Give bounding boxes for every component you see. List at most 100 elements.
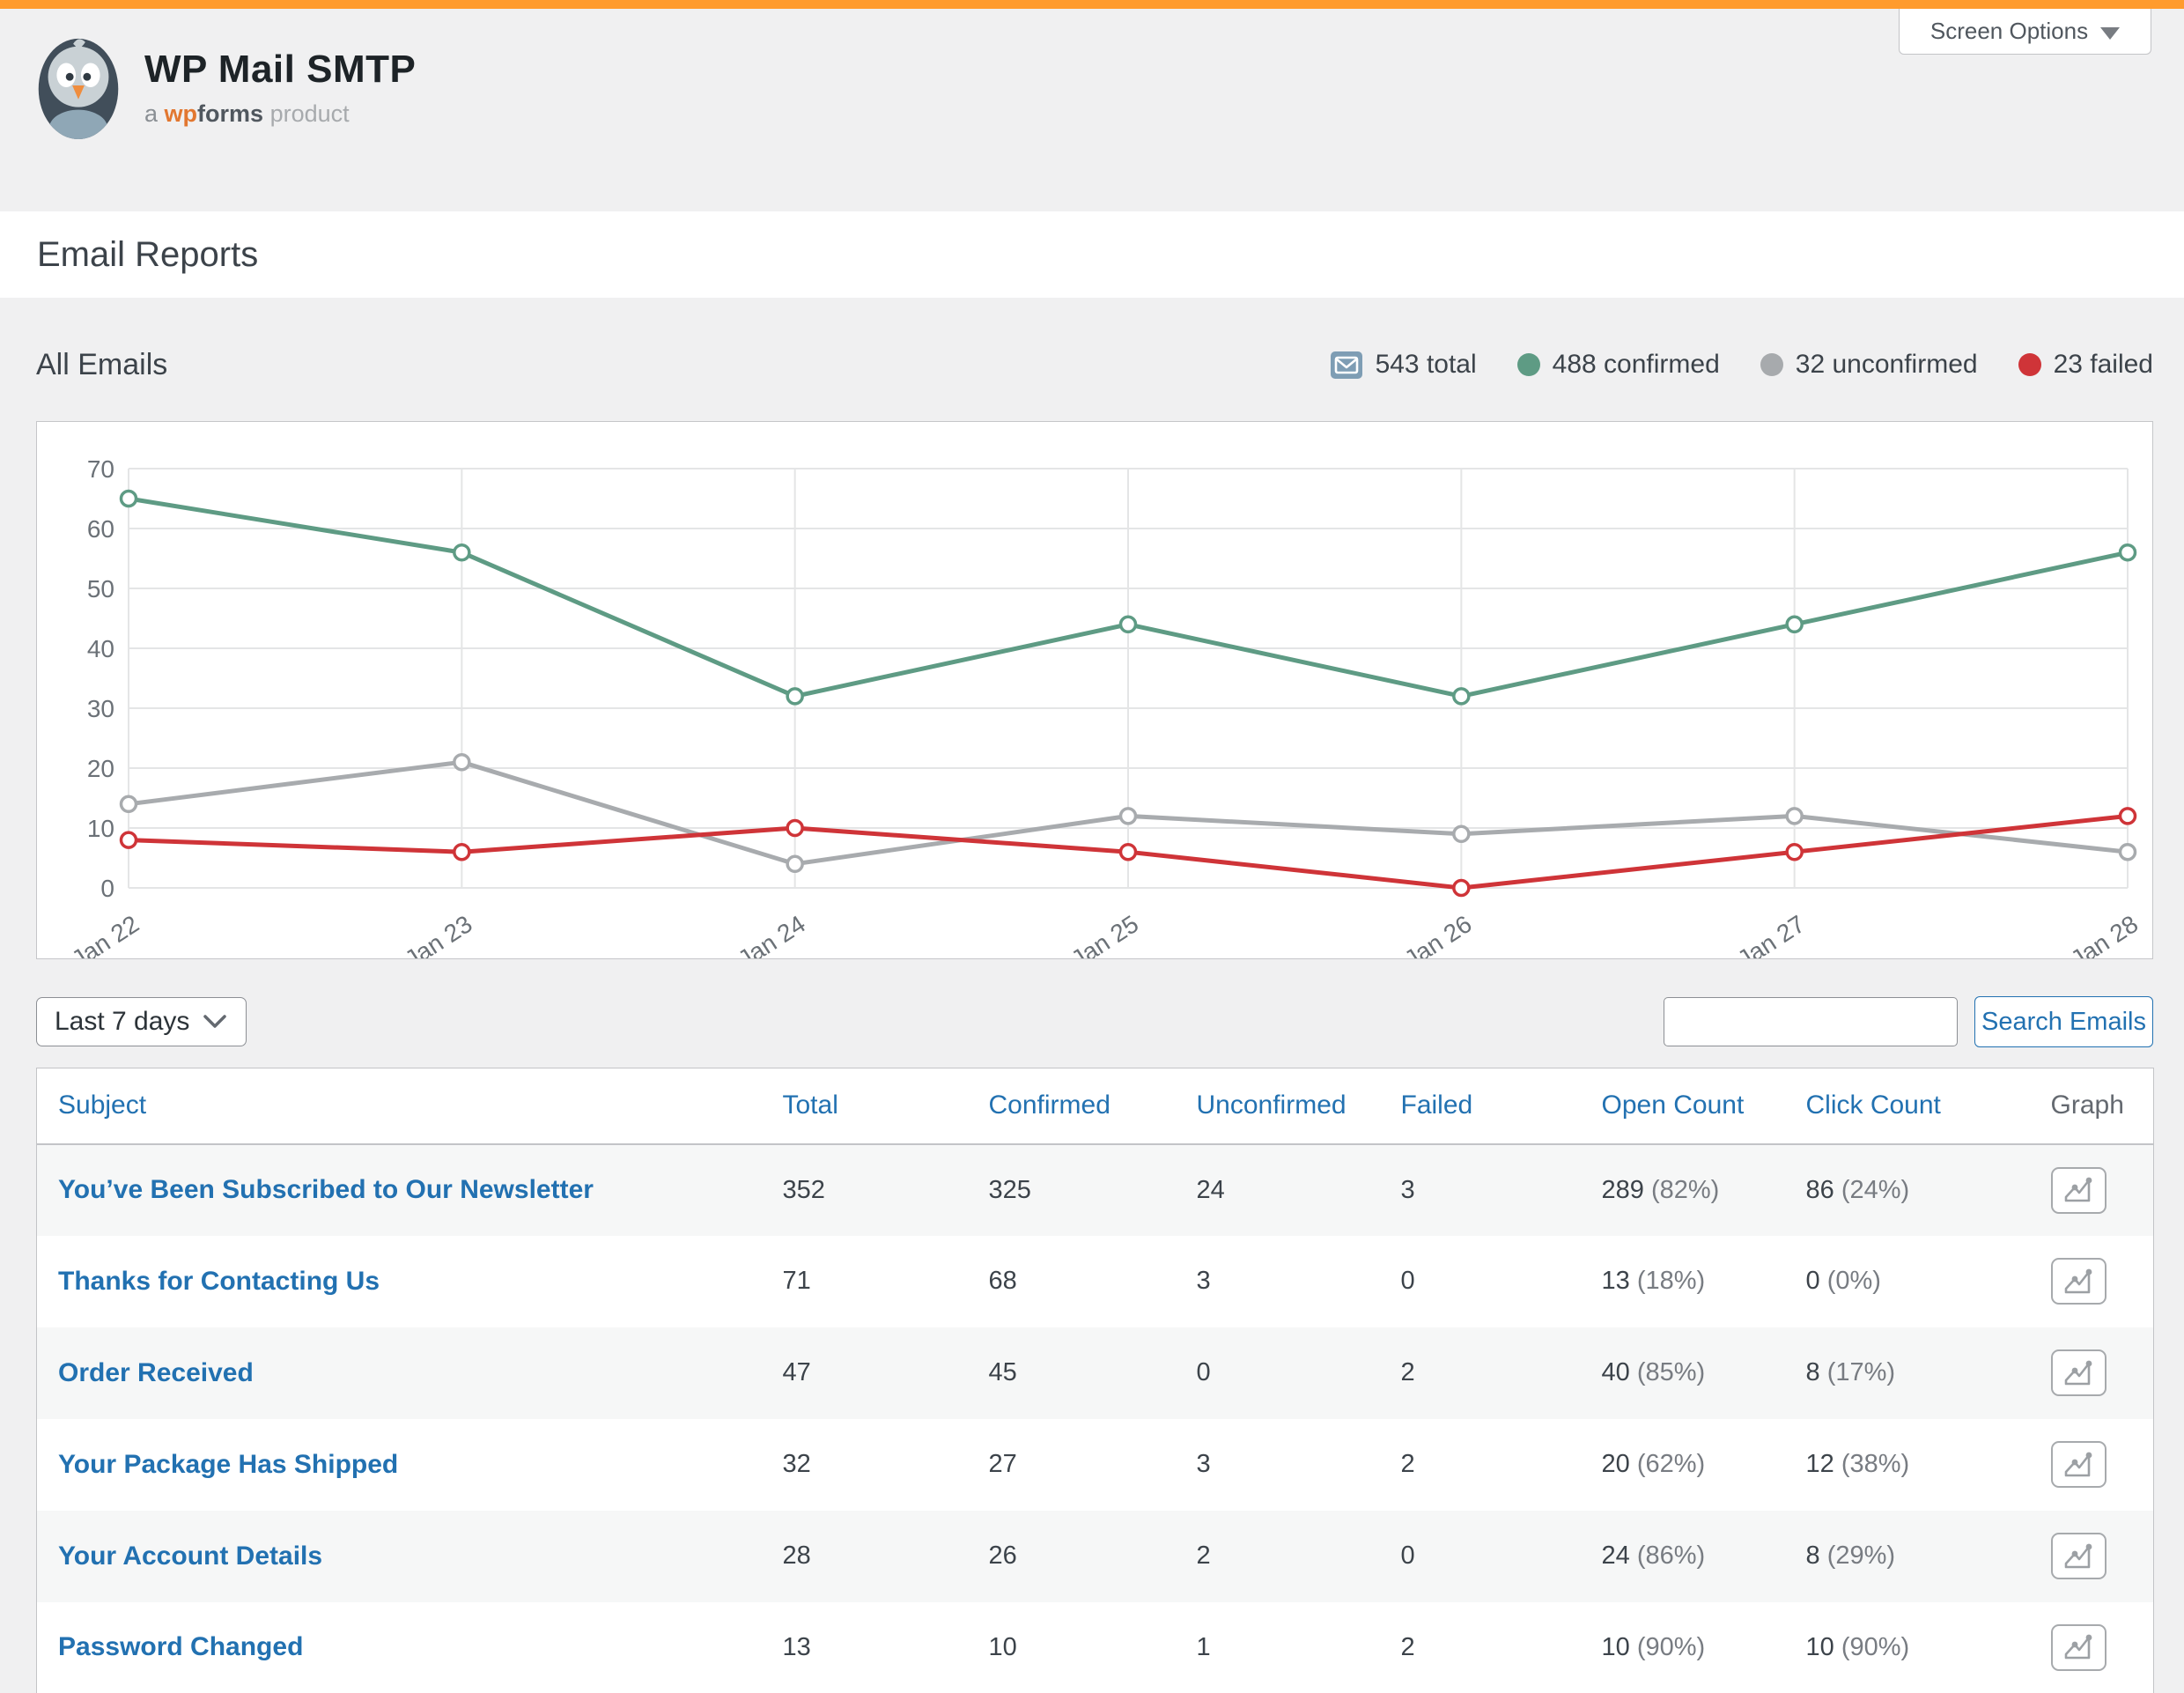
sort-link-failed[interactable]: Failed	[1400, 1090, 1473, 1120]
row-graph-button[interactable]	[2050, 1258, 2107, 1305]
legend-item-unconfirmed: 32 unconfirmed	[1760, 350, 1978, 380]
column-header-subject: Subject	[36, 1068, 783, 1145]
svg-text:Jan 26: Jan 26	[1399, 910, 1476, 958]
chevron-down-icon	[2100, 26, 2121, 40]
cell-click-count: 0 (0%)	[1806, 1236, 2039, 1327]
open-count-percent: (85%)	[1636, 1358, 1706, 1386]
cell-click-count: 8 (17%)	[1806, 1327, 2039, 1419]
cell-failed: 3	[1400, 1175, 1415, 1204]
sort-link-open-count[interactable]: Open Count	[1601, 1090, 1745, 1120]
confirmed-dot-icon	[1516, 353, 1540, 376]
email-subject-link[interactable]: Your Package Has Shipped	[58, 1449, 399, 1479]
table-row: Your Package Has Shipped 32 27 3 2 20 (62%) 12…	[36, 1418, 2154, 1511]
tagline-prefix: a	[144, 100, 159, 127]
column-header-unconfirmed: Unconfirmed	[1196, 1068, 1401, 1145]
svg-text:40: 40	[87, 635, 114, 662]
email-reports-table: Subject Total Confirmed Unconfirmed Failed Op…	[36, 1068, 2154, 1693]
open-count-value: 10	[1601, 1632, 1630, 1661]
click-count-value: 10	[1805, 1632, 1834, 1661]
section-title: All Emails	[36, 347, 168, 381]
svg-text:Jan 27: Jan 27	[1733, 910, 1810, 958]
svg-text:Jan 22: Jan 22	[67, 910, 144, 958]
email-subject-link[interactable]: Password Changed	[58, 1632, 304, 1662]
open-count-percent: (62%)	[1636, 1450, 1706, 1478]
email-subject-link[interactable]: You’ve Been Subscribed to Our Newsletter	[58, 1175, 594, 1204]
click-count-percent: (0%)	[1826, 1267, 1881, 1295]
cell-total: 28	[782, 1541, 811, 1570]
legend-label-total: 543 total	[1375, 350, 1477, 379]
cell-graph	[2039, 1327, 2154, 1419]
cell-graph	[2039, 1511, 2154, 1602]
cell-click-count: 8 (29%)	[1806, 1511, 2039, 1602]
click-count-percent: (29%)	[1826, 1541, 1896, 1570]
cell-open-count: 10 (90%)	[1602, 1602, 1806, 1693]
date-range-select[interactable]: Last 7 days	[36, 997, 247, 1046]
row-graph-button[interactable]	[2050, 1441, 2107, 1488]
row-graph-button[interactable]	[2050, 1533, 2107, 1579]
row-graph-button[interactable]	[2050, 1166, 2107, 1214]
svg-text:Jan 28: Jan 28	[2066, 910, 2143, 958]
sort-link-total[interactable]: Total	[782, 1090, 838, 1120]
click-count-percent: (24%)	[1841, 1175, 1910, 1204]
cell-total: 13	[782, 1632, 811, 1661]
click-count-value: 12	[1805, 1450, 1834, 1478]
screen-options-button[interactable]: Screen Options	[1899, 9, 2151, 55]
tagline-wp: wp	[164, 100, 198, 127]
email-subject-link[interactable]: Thanks for Contacting Us	[58, 1266, 380, 1296]
tagline-product: product	[269, 100, 350, 127]
search-emails-button[interactable]: Search Emails	[1974, 996, 2153, 1047]
plugin-header: WP Mail SMTP a wpforms product Screen Op…	[0, 9, 2184, 211]
cell-total: 71	[782, 1267, 811, 1295]
column-header-click-count: Click Count	[1805, 1068, 2039, 1145]
search-input[interactable]	[1664, 997, 1958, 1046]
email-subject-link[interactable]: Your Account Details	[58, 1541, 323, 1571]
cell-confirmed: 68	[988, 1267, 1017, 1295]
click-count-percent: (38%)	[1841, 1450, 1910, 1478]
cell-open-count: 20 (62%)	[1602, 1419, 1806, 1511]
cell-graph	[2039, 1144, 2154, 1236]
legend-label-failed: 23 failed	[2053, 350, 2153, 379]
cell-unconfirmed: 0	[1196, 1358, 1211, 1386]
sort-link-confirmed[interactable]: Confirmed	[988, 1090, 1110, 1120]
cell-subject: Thanks for Contacting Us	[37, 1236, 783, 1327]
cell-graph	[2039, 1419, 2154, 1511]
svg-text:10: 10	[87, 815, 114, 842]
legend-item-failed: 23 failed	[2018, 350, 2153, 380]
emails-line-chart: 0 10 20 30 40 50 60 70 Jan 22 Jan 23 Jan 24 Jan 25 J…	[67, 455, 2143, 958]
svg-text:Jan 23: Jan 23	[400, 910, 476, 958]
legend-label-confirmed: 488 confirmed	[1552, 350, 1720, 379]
column-header-failed: Failed	[1400, 1068, 1602, 1145]
open-count-value: 40	[1601, 1358, 1630, 1386]
cell-click-count: 10 (90%)	[1806, 1602, 2039, 1693]
email-subject-link[interactable]: Order Received	[58, 1357, 254, 1387]
sort-link-click-count[interactable]: Click Count	[1805, 1090, 1941, 1120]
sort-link-unconfirmed[interactable]: Unconfirmed	[1196, 1090, 1347, 1120]
svg-text:Jan 25: Jan 25	[1066, 910, 1143, 958]
unconfirmed-dot-icon	[1760, 353, 1783, 376]
cell-subject: Your Package Has Shipped	[37, 1419, 783, 1511]
mini-graph-icon	[2064, 1634, 2092, 1660]
cell-graph	[2039, 1236, 2154, 1327]
open-count-percent: (86%)	[1636, 1541, 1706, 1570]
svg-text:60: 60	[87, 515, 114, 543]
row-graph-button[interactable]	[2050, 1349, 2107, 1396]
table-row: Order Received 47 45 0 2 40 (85%) 8 (17%)	[36, 1327, 2154, 1419]
column-header-graph: Graph	[2038, 1068, 2154, 1145]
sort-link-subject[interactable]: Subject	[58, 1090, 147, 1120]
cell-failed: 2	[1400, 1358, 1415, 1386]
click-count-percent: (90%)	[1841, 1632, 1910, 1661]
legend-item-total: 543 total	[1330, 350, 1477, 380]
cell-open-count: 24 (86%)	[1602, 1511, 1806, 1602]
mini-graph-icon	[2064, 1452, 2092, 1476]
column-header-confirmed: Confirmed	[988, 1068, 1197, 1145]
cell-subject: Password Changed	[37, 1602, 783, 1693]
row-graph-button[interactable]	[2050, 1623, 2107, 1671]
mini-graph-icon	[2064, 1543, 2092, 1568]
cell-failed: 0	[1400, 1541, 1415, 1570]
cell-total: 32	[782, 1450, 811, 1478]
table-row: Your Account Details 28 26 2 0 24 (86%) 8 (29%…	[36, 1510, 2154, 1602]
cell-subject: Your Account Details	[37, 1511, 783, 1602]
chevron-down-icon	[203, 1015, 226, 1028]
cell-confirmed: 27	[988, 1450, 1017, 1478]
cell-unconfirmed: 3	[1196, 1267, 1211, 1295]
